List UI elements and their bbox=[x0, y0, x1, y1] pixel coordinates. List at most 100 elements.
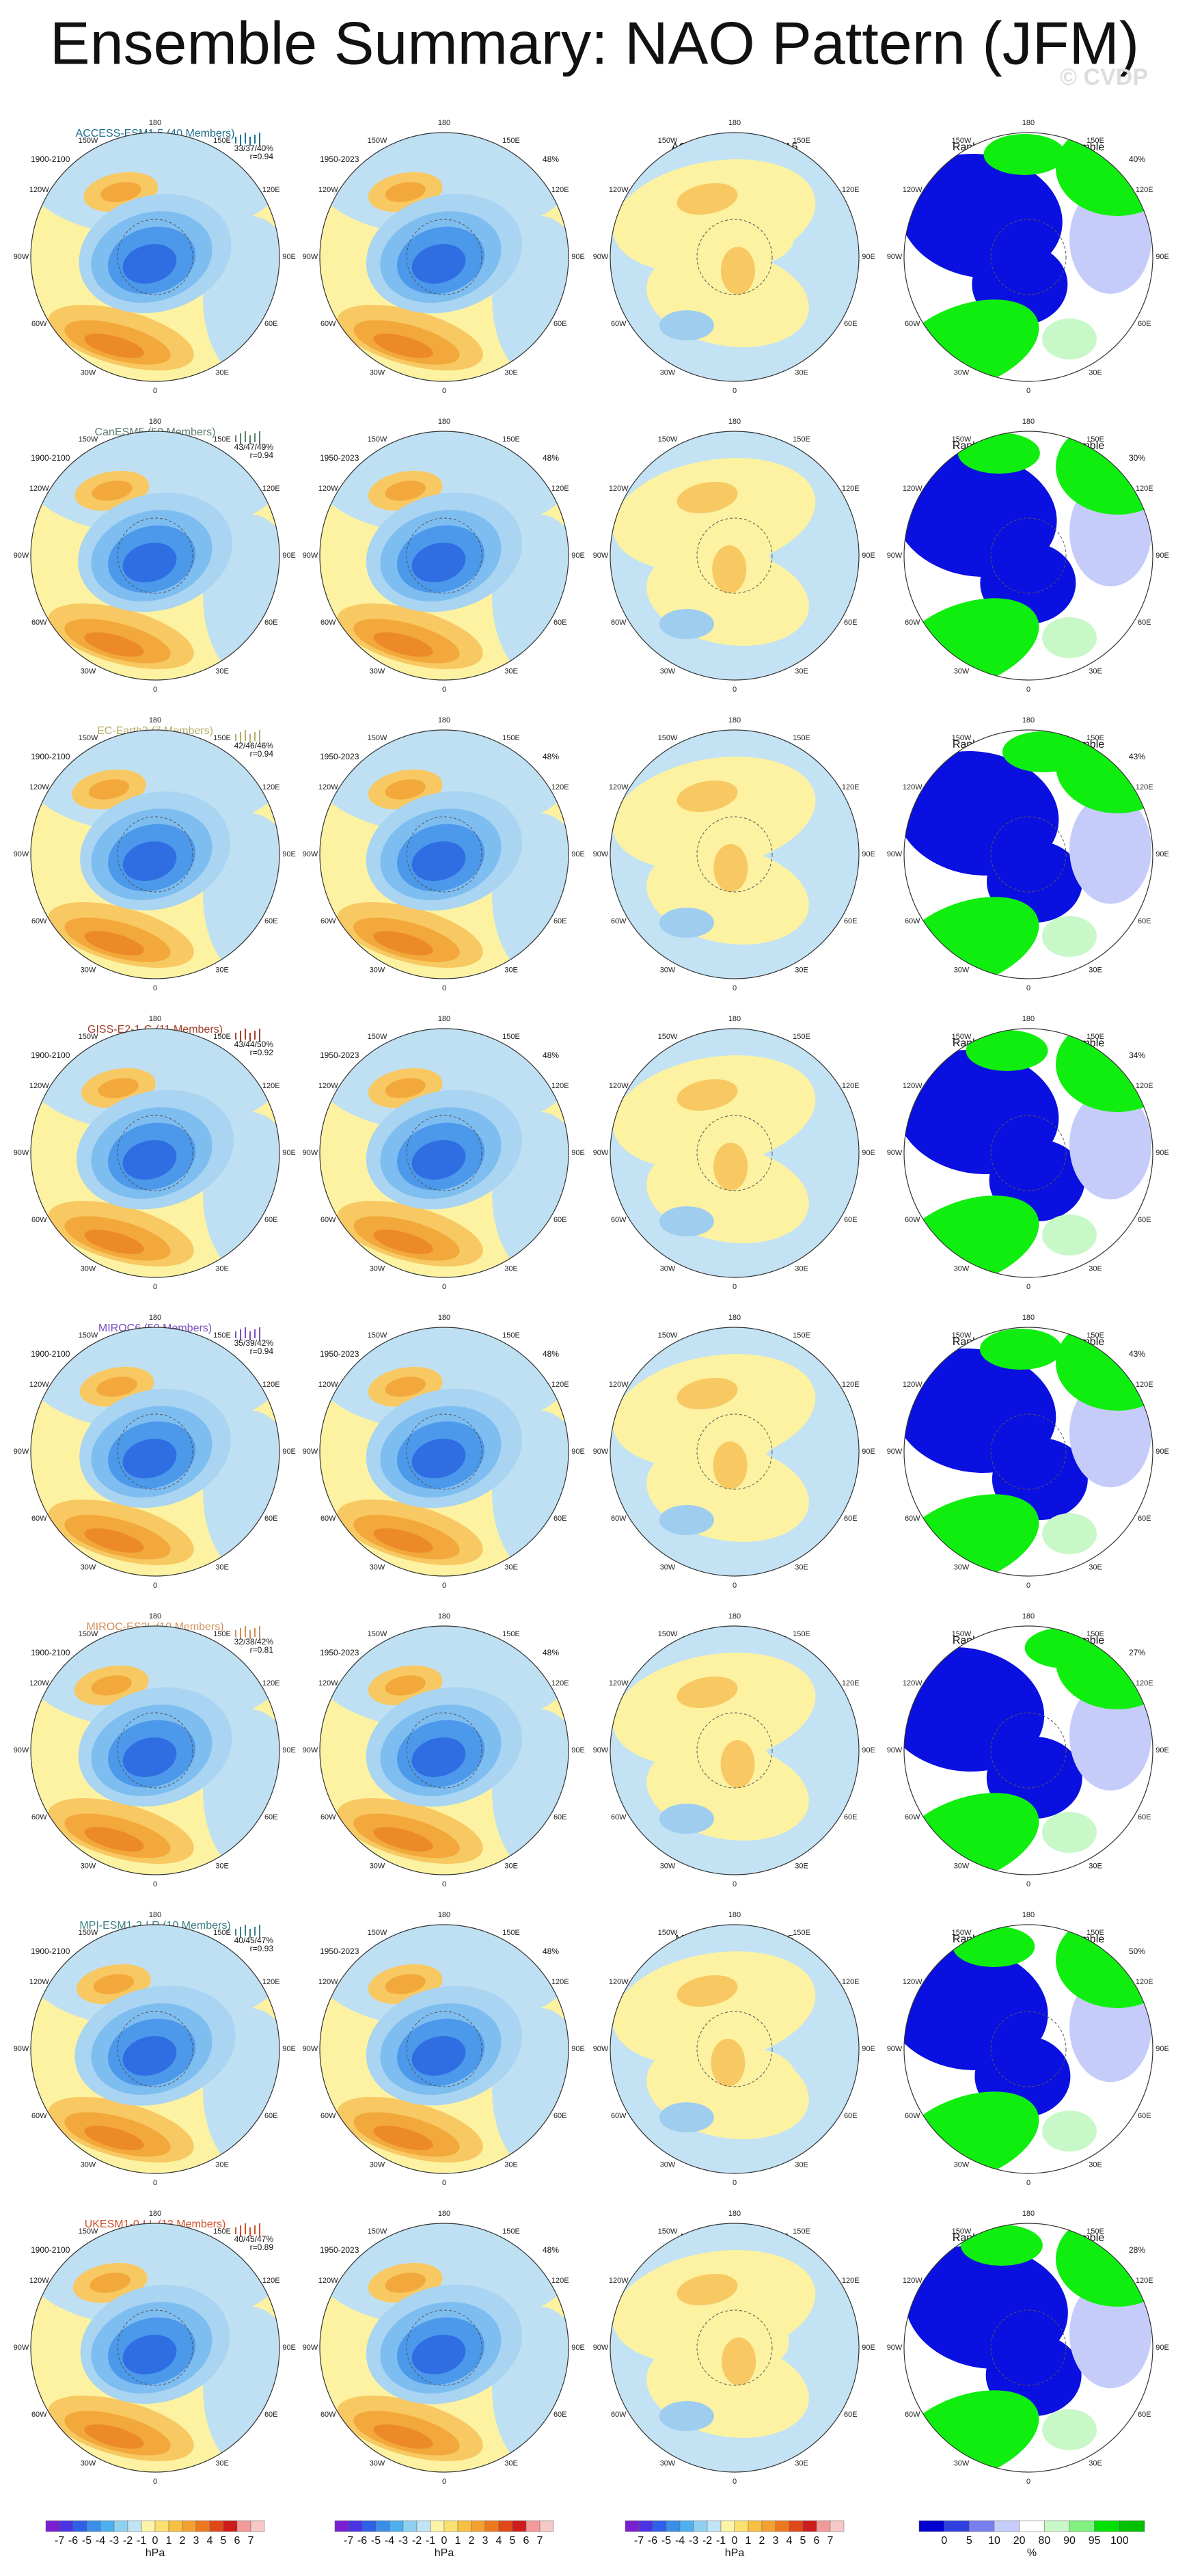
colorbar-label: 3 bbox=[482, 2535, 489, 2547]
longitude-label: 90W bbox=[14, 2045, 29, 2053]
coast-outline bbox=[117, 2309, 193, 2386]
longitude-label: 120E bbox=[1136, 1978, 1153, 1986]
longitude-label: 30E bbox=[504, 2161, 518, 2169]
longitude-label: 60E bbox=[264, 1813, 278, 1821]
colorbar-box bbox=[625, 2520, 640, 2532]
longitude-label: 60W bbox=[31, 1515, 47, 1523]
map-border bbox=[319, 132, 569, 382]
colorbar-box bbox=[100, 2520, 115, 2532]
longitude-label: 180 bbox=[438, 1911, 450, 1919]
longitude-label: 150E bbox=[1086, 1331, 1104, 1340]
longitude-label: 120W bbox=[609, 1082, 629, 1090]
longitude-label: 90E bbox=[862, 2045, 875, 2053]
colorbar-label: 3 bbox=[773, 2535, 779, 2547]
low-region bbox=[122, 244, 177, 284]
longitude-label: 180 bbox=[438, 1015, 450, 1023]
longitude-label: 90E bbox=[862, 1149, 875, 1157]
longitude-label: 60W bbox=[320, 917, 336, 925]
rank-region bbox=[979, 1329, 1062, 1370]
colorbar-box bbox=[195, 2520, 210, 2532]
longitude-label: 30E bbox=[1089, 966, 1102, 975]
longitude-label: 150E bbox=[1086, 435, 1104, 444]
longitude-label: 120E bbox=[1136, 186, 1153, 194]
colorbar-box bbox=[969, 2520, 995, 2532]
longitude-label: 60E bbox=[554, 917, 567, 925]
colorbar-label: 7 bbox=[537, 2535, 543, 2547]
longitude-label: 90E bbox=[1156, 253, 1169, 261]
longitude-label: 120E bbox=[842, 1978, 860, 1986]
longitude-label: 0 bbox=[1026, 2179, 1030, 2187]
longitude-label: 60W bbox=[611, 1216, 627, 1224]
colorbar-label: -2 bbox=[702, 2535, 712, 2547]
longitude-label: 150E bbox=[213, 1331, 231, 1340]
longitude-label: 30E bbox=[504, 1564, 518, 1572]
high-region bbox=[373, 1230, 433, 1254]
pattern-correlation: r=0.94 bbox=[250, 749, 274, 759]
coast-outline bbox=[990, 2309, 1067, 2386]
colorbar-box bbox=[918, 2520, 944, 2532]
longitude-label: 90E bbox=[571, 552, 585, 560]
longitude-label: 30W bbox=[954, 966, 970, 975]
longitude-label: 90W bbox=[887, 2045, 903, 2053]
longitude-label: 0 bbox=[153, 1283, 157, 1291]
coast-outline bbox=[406, 816, 482, 893]
longitude-label: 0 bbox=[442, 2179, 446, 2187]
map-panel bbox=[610, 1626, 859, 1875]
high-region bbox=[84, 1528, 144, 1553]
longitude-label: 60W bbox=[320, 1216, 336, 1224]
longitude-label: 150E bbox=[213, 1630, 231, 1638]
colorbar-label: -3 bbox=[689, 2535, 698, 2547]
longitude-label: 150E bbox=[502, 137, 520, 145]
longitude-label: 0 bbox=[153, 387, 157, 395]
longitude-label: 90W bbox=[887, 850, 903, 858]
map-panel bbox=[904, 730, 1153, 979]
high-region bbox=[84, 334, 144, 358]
colorbar-label: 2 bbox=[469, 2535, 475, 2547]
low-region bbox=[122, 1737, 177, 1777]
pattern-correlation: r=0.94 bbox=[250, 450, 274, 460]
longitude-label: 60W bbox=[320, 619, 336, 627]
longitude-label: 30E bbox=[504, 966, 518, 975]
longitude-label: 150W bbox=[79, 1331, 98, 1340]
colorbar-label: -7 bbox=[55, 2535, 64, 2547]
colorbar-label: -3 bbox=[398, 2535, 408, 2547]
colorbar-box bbox=[348, 2520, 363, 2532]
longitude-label: 30W bbox=[370, 2161, 385, 2169]
longitude-label: 90W bbox=[593, 2344, 609, 2352]
longitude-label: 150W bbox=[368, 435, 387, 444]
colorbar-label: -1 bbox=[137, 2535, 146, 2547]
colorbar-label: 0 bbox=[941, 2535, 947, 2547]
era5-period: 1950-2023 bbox=[320, 2245, 359, 2255]
longitude-label: 150E bbox=[793, 137, 810, 145]
colorbar-box bbox=[1019, 2520, 1045, 2532]
map-panel bbox=[31, 1029, 279, 1277]
coast-outline bbox=[117, 1413, 193, 1490]
longitude-label: 60E bbox=[554, 1515, 567, 1523]
longitude-label: 150E bbox=[793, 435, 810, 444]
longitude-label: 180 bbox=[728, 716, 741, 724]
low-region bbox=[411, 2036, 466, 2076]
longitude-label: 60W bbox=[905, 320, 920, 328]
pos-region bbox=[612, 1055, 816, 1169]
longitude-label: 30W bbox=[81, 1862, 96, 1871]
longitude-label: 60W bbox=[31, 917, 47, 925]
longitude-label: 30W bbox=[81, 1265, 96, 1273]
colorbar-box bbox=[402, 2520, 418, 2532]
map-panel bbox=[610, 133, 859, 381]
colorbar-label: 6 bbox=[814, 2535, 820, 2547]
longitude-label: 120E bbox=[262, 485, 280, 493]
colorbar-label: 6 bbox=[523, 2535, 530, 2547]
map-panel bbox=[31, 730, 279, 979]
longitude-label: 90W bbox=[14, 2344, 29, 2352]
map-panel bbox=[610, 1327, 859, 1576]
era5-pct: 48% bbox=[543, 1349, 559, 1359]
coast-outline bbox=[990, 219, 1067, 295]
pos-region bbox=[676, 1079, 738, 1111]
rank-region bbox=[960, 2225, 1043, 2266]
high-region bbox=[92, 480, 133, 501]
colorbar-label: 5 bbox=[800, 2535, 806, 2547]
longitude-label: 0 bbox=[1026, 387, 1030, 395]
longitude-label: 60W bbox=[611, 320, 627, 328]
longitude-label: 150W bbox=[658, 1331, 678, 1340]
map-panel bbox=[904, 1626, 1153, 1875]
